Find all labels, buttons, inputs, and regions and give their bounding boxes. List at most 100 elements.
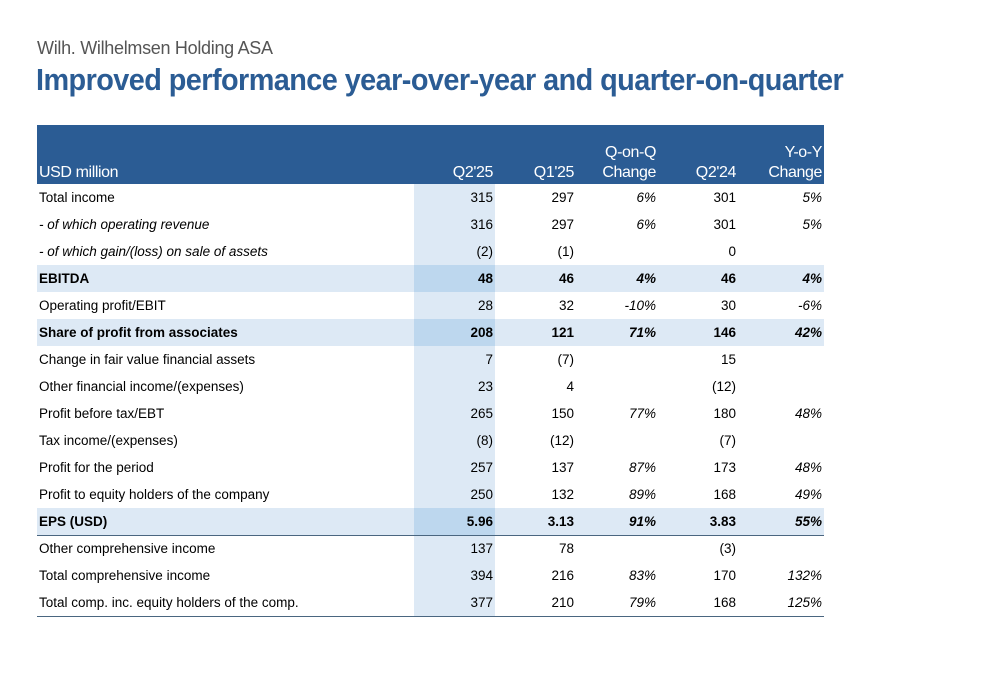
cell-q2-24: 301 <box>713 217 736 232</box>
cell-qoq: 89% <box>628 487 656 502</box>
table-row: Operating profit/EBIT 28 32 -10% 30 -6% <box>37 292 824 319</box>
cell-q2-24: 301 <box>713 190 736 205</box>
row-label: Total income <box>39 190 115 205</box>
cell-q2-25: 23 <box>414 373 495 400</box>
cell-q2-24: (12) <box>711 379 736 394</box>
cell-yoy: -6% <box>797 298 822 313</box>
row-label: Profit before tax/EBT <box>39 406 165 421</box>
company-name: Wilh. Wilhelmsen Holding ASA <box>37 38 273 58</box>
cell-q2-24: 173 <box>713 460 736 475</box>
cell-qoq: 71% <box>576 319 658 346</box>
cell-q1-25: (1) <box>557 244 575 259</box>
cell-q2-25: (8) <box>414 427 495 454</box>
cell-q2-25: 377 <box>414 589 495 617</box>
cell-qoq <box>576 346 658 373</box>
cell-q1-25: 46 <box>495 265 576 292</box>
row-label: Other comprehensive income <box>39 541 216 557</box>
table-row: Other comprehensive income 137 78 (3) <box>37 535 824 562</box>
cell-q2-24: 146 <box>658 319 738 346</box>
header-yoy-line1: Y-o-Y <box>784 144 823 161</box>
cell-q1-25: 132 <box>551 487 574 502</box>
header-q2-24: Q2'24 <box>695 164 737 181</box>
cell-q2-24: 0 <box>728 244 736 259</box>
cell-q1-25: 297 <box>551 217 574 232</box>
header-qoq-change: Q-on-Q Change <box>576 125 658 184</box>
cell-yoy <box>738 346 824 373</box>
cell-q1-25: 137 <box>551 460 574 475</box>
cell-q2-25: 250 <box>414 481 495 508</box>
cell-q1-25: (12) <box>549 433 574 448</box>
row-label: Tax income/(expenses) <box>39 433 178 448</box>
cell-q2-25: 257 <box>414 454 495 481</box>
cell-q2-25: 7 <box>414 346 495 373</box>
row-label: EPS (USD) <box>37 508 414 536</box>
cell-q1-25: 150 <box>551 406 574 421</box>
cell-qoq <box>576 535 658 562</box>
row-label: Other financial income/(expenses) <box>39 379 244 394</box>
cell-qoq: 91% <box>576 508 658 536</box>
cell-q2-25: 208 <box>414 319 495 346</box>
cell-qoq: 6% <box>636 217 656 232</box>
row-label: - of which operating revenue <box>39 217 210 232</box>
cell-yoy: 5% <box>802 217 822 232</box>
cell-q1-25: 297 <box>551 190 574 205</box>
header-usd-million: USD million <box>39 164 119 181</box>
cell-q2-25: (2) <box>414 238 495 265</box>
table-row: Change in fair value financial assets 7 … <box>37 346 824 373</box>
table-row: Total income 315 297 6% 301 5% <box>37 184 824 211</box>
cell-q2-25: 28 <box>414 292 495 319</box>
cell-q2-24: (7) <box>719 433 737 448</box>
header-q1-25: Q1'25 <box>533 164 575 181</box>
cell-qoq: 87% <box>628 460 656 475</box>
table-row: - of which gain/(loss) on sale of assets… <box>37 238 824 265</box>
cell-yoy <box>738 427 824 454</box>
cell-qoq <box>576 238 658 265</box>
header-yoy-line2: Change <box>768 164 822 181</box>
cell-q1-25: 216 <box>551 568 574 583</box>
row-label: Total comp. inc. equity holders of the c… <box>37 589 414 617</box>
table-row: Total comp. inc. equity holders of the c… <box>37 589 824 617</box>
cell-yoy: 48% <box>794 460 822 475</box>
cell-qoq: 77% <box>628 406 656 421</box>
cell-yoy: 42% <box>738 319 824 346</box>
cell-q2-24: (3) <box>719 541 737 557</box>
cell-q2-25: 265 <box>414 400 495 427</box>
table-row: Tax income/(expenses) (8) (12) (7) <box>37 427 824 454</box>
cell-q1-25: 121 <box>495 319 576 346</box>
cell-q1-25: 78 <box>558 541 574 557</box>
cell-q1-25: 3.13 <box>495 508 576 536</box>
cell-yoy: 125% <box>738 589 824 617</box>
cell-qoq: 83% <box>628 568 656 583</box>
table-row: Other financial income/(expenses) 23 4 (… <box>37 373 824 400</box>
row-label: EBITDA <box>37 265 414 292</box>
cell-yoy <box>738 373 824 400</box>
row-label: Change in fair value financial assets <box>39 352 256 367</box>
table-row: Total comprehensive income 394 216 83% 1… <box>37 562 824 589</box>
row-label: Profit for the period <box>39 460 154 475</box>
cell-qoq: 6% <box>636 190 656 205</box>
cell-q2-24: 3.83 <box>658 508 738 536</box>
header-qoq-line2: Change <box>602 164 656 181</box>
cell-q2-25: 316 <box>414 211 495 238</box>
cell-q2-24: 180 <box>713 406 736 421</box>
cell-q2-25: 48 <box>414 265 495 292</box>
cell-yoy <box>738 535 824 562</box>
cell-qoq: 4% <box>576 265 658 292</box>
row-label: Profit to equity holders of the company <box>39 487 270 502</box>
row-label: - of which gain/(loss) on sale of assets <box>39 244 268 259</box>
table-row: - of which operating revenue 316 297 6% … <box>37 211 824 238</box>
header-q2-25: Q2'25 <box>452 164 494 181</box>
cell-q2-25: 137 <box>414 535 495 562</box>
cell-q2-24: 168 <box>713 487 736 502</box>
cell-q1-25: 210 <box>495 589 576 617</box>
cell-yoy: 5% <box>802 190 822 205</box>
cell-q2-25: 394 <box>414 562 495 589</box>
slide-title: Improved performance year-over-year and … <box>36 62 844 97</box>
cell-yoy: 132% <box>787 568 822 583</box>
cell-q2-24: 15 <box>720 352 736 367</box>
row-label: Share of profit from associates <box>37 319 414 346</box>
cell-qoq: 79% <box>576 589 658 617</box>
table-row: Profit for the period 257 137 87% 173 48… <box>37 454 824 481</box>
cell-q1-25: (7) <box>557 352 575 367</box>
header-qoq-line1: Q-on-Q <box>605 144 656 161</box>
